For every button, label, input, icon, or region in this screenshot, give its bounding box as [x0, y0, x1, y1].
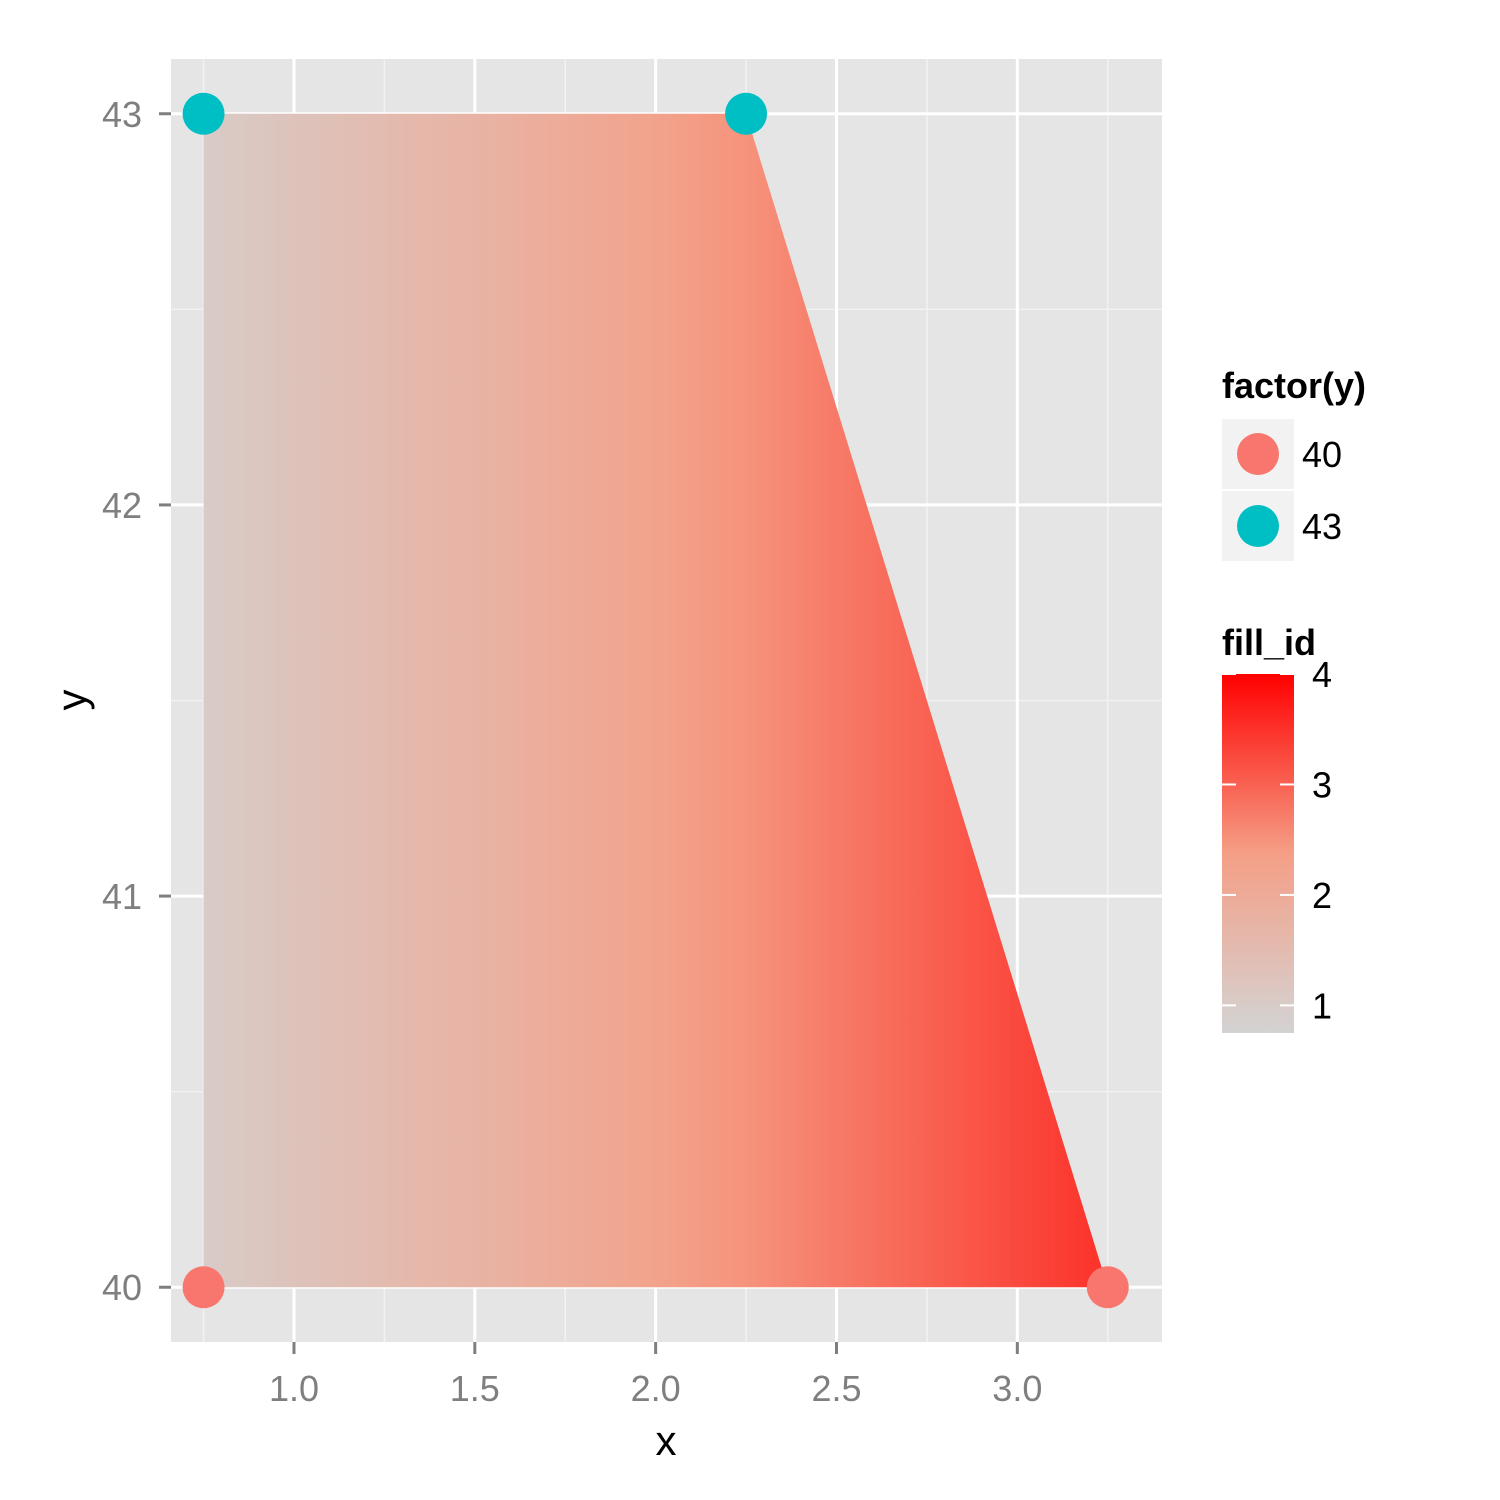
- y-tick-label: 43: [102, 94, 142, 135]
- x-axis-title: x: [656, 1417, 677, 1464]
- point-43: [182, 92, 225, 135]
- x-tick-label: 1.5: [450, 1368, 500, 1409]
- legend-label-43: 43: [1302, 506, 1342, 547]
- point-40: [182, 1266, 225, 1309]
- filled-polygon: [203, 113, 1108, 1288]
- y-axis-title: y: [48, 690, 95, 711]
- point-43: [725, 92, 768, 135]
- fill-legend-title: fill_id: [1222, 622, 1316, 663]
- legend-swatch-43: [1237, 505, 1279, 547]
- fill-legend: fill_id 1 2 3 4: [1222, 622, 1332, 1033]
- y-tick-label: 40: [102, 1267, 142, 1308]
- color-legend-title: factor(y): [1222, 365, 1366, 406]
- x-tick-label: 3.0: [992, 1368, 1042, 1409]
- legend-label-40: 40: [1302, 434, 1342, 475]
- x-tick-label: 2.5: [811, 1368, 861, 1409]
- y-tick-label: 41: [102, 876, 142, 917]
- x-tick-label: 1.0: [269, 1368, 319, 1409]
- fill-colorbar: [1222, 674, 1294, 1033]
- x-tick-label: 2.0: [631, 1368, 681, 1409]
- legend-swatch-40: [1237, 433, 1279, 475]
- colorbar-tick-label: 1: [1312, 985, 1332, 1026]
- points-layer: [182, 92, 1129, 1309]
- x-axis: 1.0 1.5 2.0 2.5 3.0: [269, 1342, 1042, 1409]
- color-legend: factor(y) 40 43: [1222, 365, 1366, 561]
- colorbar-tick-label: 4: [1312, 654, 1332, 695]
- y-tick-label: 42: [102, 485, 142, 526]
- colorbar-tick-label: 2: [1312, 875, 1332, 916]
- point-40: [1086, 1266, 1129, 1309]
- colorbar-tick-label: 3: [1312, 764, 1332, 805]
- y-axis: 40 41 42 43: [102, 94, 171, 1308]
